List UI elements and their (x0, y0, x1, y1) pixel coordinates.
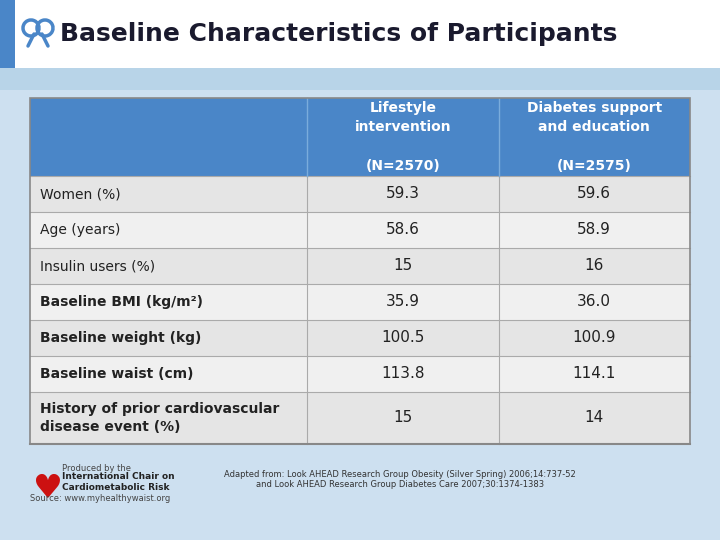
Bar (30, 98, 690, 176)
Bar (30, 356, 690, 392)
Text: Adapted from: Look AHEAD Research Group Obesity (Silver Spring) 2006;14:737-52
a: Adapted from: Look AHEAD Research Group … (224, 470, 576, 489)
Text: 35.9: 35.9 (386, 294, 420, 309)
Bar (30, 212, 690, 248)
Bar (0, 68, 720, 90)
Text: Baseline BMI (kg/m²): Baseline BMI (kg/m²) (40, 295, 203, 309)
Text: Produced by the: Produced by the (62, 464, 131, 473)
Text: 100.5: 100.5 (381, 330, 425, 346)
Text: Lifestyle
intervention

(N=2570): Lifestyle intervention (N=2570) (354, 101, 451, 173)
Text: 58.9: 58.9 (577, 222, 611, 238)
Bar (30, 98, 690, 444)
Text: 100.9: 100.9 (572, 330, 616, 346)
Text: 36.0: 36.0 (577, 294, 611, 309)
Text: ♥: ♥ (32, 472, 62, 505)
Text: 16: 16 (585, 259, 604, 273)
Text: International Chair on
Cardiometabolic Risk: International Chair on Cardiometabolic R… (62, 472, 175, 492)
Bar (30, 248, 690, 284)
Text: Source: www.myhealthywaist.org: Source: www.myhealthywaist.org (30, 494, 170, 503)
Text: 59.3: 59.3 (386, 186, 420, 201)
Text: Baseline Characteristics of Participants: Baseline Characteristics of Participants (60, 22, 617, 46)
Text: History of prior cardiovascular
disease event (%): History of prior cardiovascular disease … (40, 402, 279, 434)
Text: Age (years): Age (years) (40, 223, 120, 237)
Text: Baseline weight (kg): Baseline weight (kg) (40, 331, 202, 345)
Text: 114.1: 114.1 (572, 367, 616, 381)
Bar (0, 0, 720, 68)
Text: 15: 15 (393, 410, 413, 426)
Bar (30, 284, 690, 320)
Text: 113.8: 113.8 (381, 367, 425, 381)
Text: Baseline waist (cm): Baseline waist (cm) (40, 367, 194, 381)
Bar (30, 176, 690, 212)
Text: 58.6: 58.6 (386, 222, 420, 238)
Text: Insulin users (%): Insulin users (%) (40, 259, 155, 273)
Bar (30, 392, 690, 444)
Text: 14: 14 (585, 410, 604, 426)
Text: Women (%): Women (%) (40, 187, 121, 201)
Bar (30, 320, 690, 356)
Text: 59.6: 59.6 (577, 186, 611, 201)
Text: Diabetes support
and education

(N=2575): Diabetes support and education (N=2575) (526, 101, 662, 173)
Text: 15: 15 (393, 259, 413, 273)
Bar (0, 0, 15, 68)
